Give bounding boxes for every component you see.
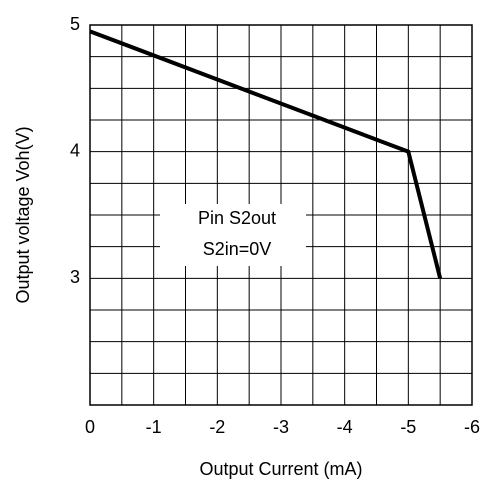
x-axis-label: Output Current (mA) — [199, 459, 362, 479]
x-tick-label: -5 — [400, 417, 416, 437]
x-tick-label: -2 — [209, 417, 225, 437]
x-tick-label: -1 — [146, 417, 162, 437]
annotation: S2in=0V — [203, 239, 272, 259]
x-tick-label: -3 — [273, 417, 289, 437]
y-tick-label: 5 — [70, 14, 80, 34]
y-tick-label: 3 — [70, 267, 80, 287]
annotation-box — [160, 204, 306, 266]
x-tick-label: -6 — [464, 417, 480, 437]
y-axis-label: Output voltage Voh(V) — [13, 126, 33, 303]
plot-frame — [89, 24, 473, 406]
y-tick-label: 4 — [70, 140, 80, 160]
x-tick-label: -4 — [337, 417, 353, 437]
data-line — [89, 29, 443, 279]
x-tick-label: 0 — [85, 417, 95, 437]
annotation: Pin S2out — [198, 208, 276, 228]
